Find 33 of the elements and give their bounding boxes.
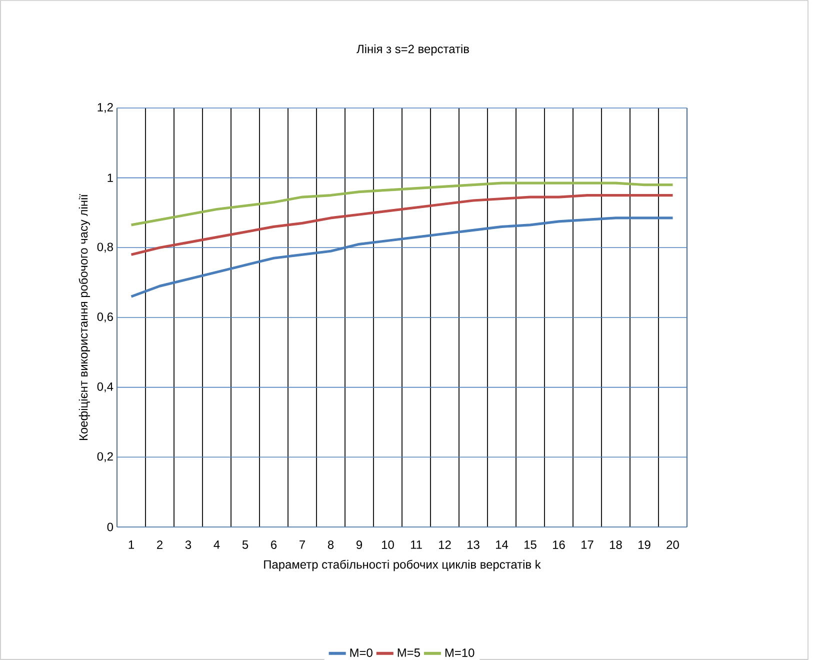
chart-title: Лінія з s=2 верстатів [356, 44, 469, 56]
x-tick-label: 7 [300, 540, 305, 549]
x-tick-label: 14 [496, 540, 508, 549]
x-tick-label: 8 [328, 540, 334, 549]
y-tick-label: 0,6 [97, 312, 113, 322]
x-tick-label: 16 [553, 540, 565, 549]
x-tick-label: 11 [410, 540, 422, 549]
x-tick-label: 18 [610, 540, 622, 549]
legend-label: M=0 [350, 648, 372, 657]
x-tick-label: 19 [638, 540, 650, 549]
y-tick-label: 0,2 [97, 452, 113, 462]
x-axis-title: Параметр стабільності робочих циклів верстатів k [264, 560, 541, 572]
x-tick-label: 5 [242, 540, 248, 549]
y-tick-label: 0,8 [97, 242, 113, 253]
y-tick-label: 1 [108, 174, 113, 182]
y-tick-label: 0,4 [97, 382, 114, 392]
x-tick-label: 6 [271, 540, 277, 549]
x-tick-label: 2 [157, 540, 162, 549]
x-tick-label: 10 [382, 540, 394, 549]
y-tick-label: 1,2 [98, 103, 113, 113]
legend-label: M=10 [445, 648, 474, 657]
x-tick-label: 1 [128, 540, 134, 549]
y-axis-title: Коефіцієнт використання робочого часу лінії [78, 194, 90, 440]
x-tick-label: 3 [185, 540, 192, 549]
y-tick-label: 0 [107, 522, 114, 532]
x-tick-label: 12 [439, 540, 451, 549]
x-tick-label: 9 [356, 540, 362, 549]
x-tick-label: 4 [214, 540, 220, 549]
x-tick-label: 13 [468, 540, 480, 549]
x-tick-label: 20 [666, 540, 679, 549]
x-tick-label: 17 [582, 540, 594, 549]
x-tick-label: 15 [524, 540, 536, 549]
legend-label: M=5 [398, 648, 420, 657]
